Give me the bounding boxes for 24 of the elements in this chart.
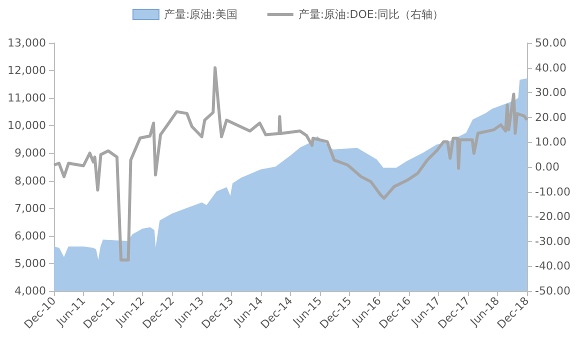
y-tick-label: 9,000 <box>14 146 46 160</box>
y2-tick-label: -30.00 <box>535 234 570 248</box>
legend-label: 产量:原油:DOE:同比（右轴） <box>298 8 444 21</box>
legend-label: 产量:原油:美国 <box>164 8 238 21</box>
y-tick-label: 4,000 <box>14 284 46 298</box>
y2-tick-label: 0.00 <box>535 160 560 174</box>
y2-tick-label: -40.00 <box>535 260 570 273</box>
y2-tick-label: 50.00 <box>535 36 566 50</box>
y-tick-label: 11,000 <box>8 92 46 105</box>
y-tick-label: 5,000 <box>14 256 46 270</box>
y-tick-label: 12,000 <box>8 64 46 78</box>
y-tick-label: 8,000 <box>14 174 46 188</box>
y-tick-label: 13,000 <box>8 36 46 50</box>
y2-tick-label: -10.00 <box>535 185 570 198</box>
y2-tick-label: -20.00 <box>535 210 570 224</box>
y2-tick-label: -50.00 <box>535 284 570 298</box>
y-tick-label: 7,000 <box>14 202 46 215</box>
y-tick-label: 6,000 <box>14 229 46 242</box>
y2-tick-label: 20.00 <box>535 110 566 124</box>
y2-tick-label: 10.00 <box>535 136 566 149</box>
line-series <box>52 66 528 262</box>
y2-tick-label: 40.00 <box>535 61 566 74</box>
y2-tick-label: 30.00 <box>535 86 566 100</box>
y-tick-label: 10,000 <box>8 119 46 132</box>
